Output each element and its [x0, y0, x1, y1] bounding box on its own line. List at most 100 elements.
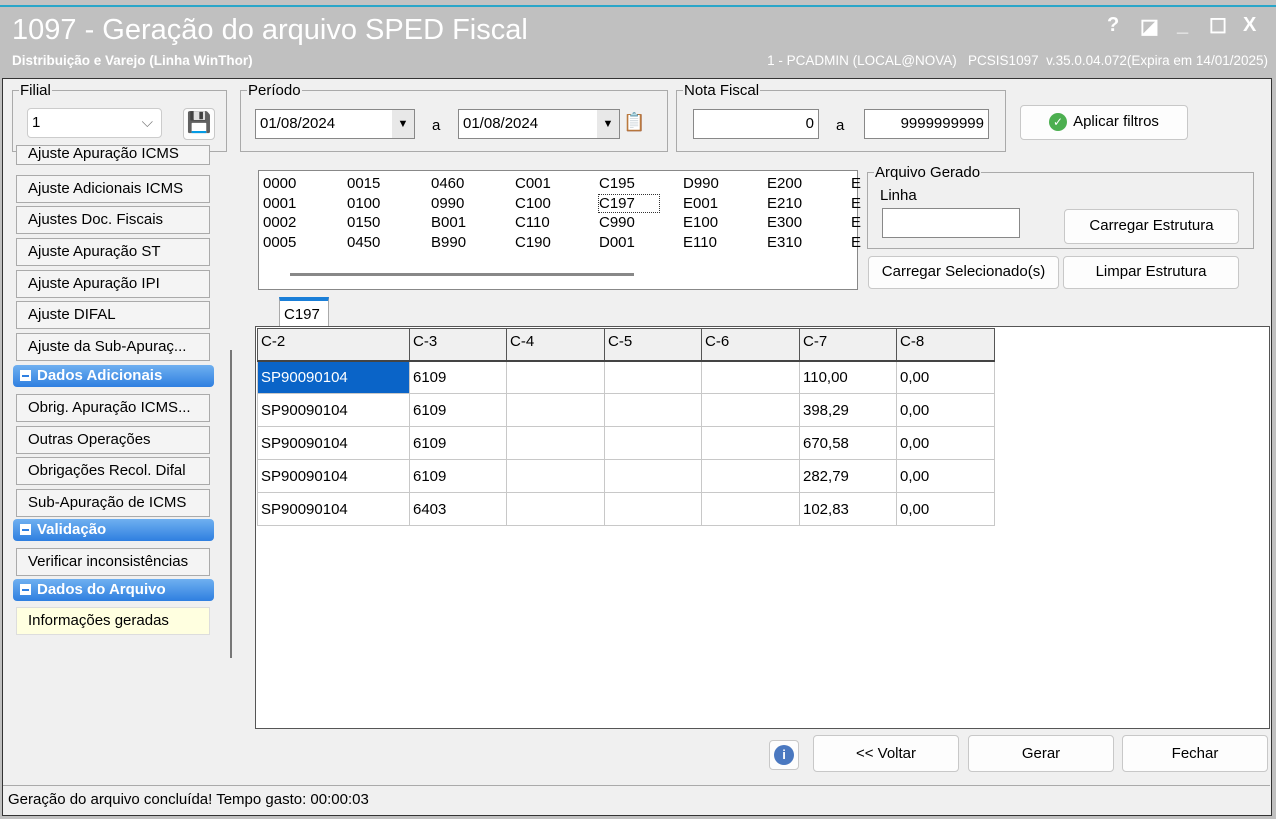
registro-item[interactable]: E	[851, 194, 862, 212]
registro-item[interactable]: 0450	[347, 233, 381, 251]
column-header[interactable]: C-5	[604, 328, 702, 362]
collapse-icon[interactable]	[20, 524, 31, 535]
table-cell[interactable]: 102,83	[799, 492, 897, 526]
table-row[interactable]: SP90090104 6109 398,29 0,00	[257, 393, 995, 427]
table-row[interactable]: SP90090104 6109 110,00 0,00	[257, 360, 995, 394]
table-cell[interactable]: SP90090104	[257, 426, 410, 460]
info-icon[interactable]: i	[769, 740, 799, 770]
table-row[interactable]: SP90090104 6403 102,83 0,00	[257, 492, 995, 526]
sidebar-item[interactable]: Outras Operações	[16, 425, 210, 454]
column-header[interactable]: C-3	[409, 328, 507, 362]
carregar-selecionados-button[interactable]: Carregar Selecionado(s)	[868, 256, 1059, 289]
collapse-icon[interactable]	[20, 584, 31, 595]
table-cell[interactable]: 670,58	[799, 426, 897, 460]
registro-item[interactable]: C195	[599, 175, 635, 192]
column-header[interactable]: C-4	[506, 328, 605, 362]
table-cell[interactable]: 398,29	[799, 393, 897, 427]
sidebar-item[interactable]: Verificar inconsistências	[16, 548, 210, 576]
registro-item[interactable]: 0460	[431, 175, 465, 192]
registro-item[interactable]: E310	[767, 233, 803, 251]
table-cell[interactable]	[604, 426, 702, 460]
registro-item[interactable]: E	[851, 233, 862, 251]
registro-item[interactable]: 0150	[347, 214, 381, 231]
table-cell[interactable]: 0,00	[896, 459, 995, 493]
calendar-icon[interactable]: 📋	[623, 112, 646, 132]
column-header[interactable]: C-6	[701, 328, 800, 362]
registro-item[interactable]: 0005	[263, 233, 297, 251]
sidebar-scrollbar[interactable]	[230, 350, 232, 658]
table-cell[interactable]	[604, 492, 702, 526]
table-cell[interactable]	[604, 459, 702, 493]
sidebar-item[interactable]: Ajuste da Sub-Apuraç...	[16, 333, 210, 361]
carregar-estrutura-button[interactable]: Carregar Estrutura	[1064, 209, 1239, 244]
help-button[interactable]: ?	[1107, 14, 1120, 36]
table-cell[interactable]: 0,00	[896, 360, 995, 394]
restore-button[interactable]: ◪	[1140, 16, 1159, 38]
group-validacao[interactable]: Validação	[13, 519, 214, 541]
nota-from-input[interactable]: 0	[693, 109, 819, 139]
table-cell[interactable]: SP90090104	[257, 459, 410, 493]
registro-item[interactable]: C110	[515, 214, 550, 231]
horizontal-scrollbar[interactable]	[290, 273, 634, 276]
table-cell[interactable]	[701, 360, 800, 394]
registro-item[interactable]: E210	[767, 194, 803, 212]
registro-item[interactable]: E100	[683, 214, 719, 231]
table-cell[interactable]: 282,79	[799, 459, 897, 493]
column-header[interactable]: C-8	[896, 328, 995, 362]
table-cell[interactable]	[604, 393, 702, 427]
table-cell[interactable]: 6109	[409, 393, 507, 427]
apply-filters-button[interactable]: ✓ Aplicar filtros	[1020, 105, 1188, 140]
registro-item[interactable]: E	[851, 214, 862, 231]
dropdown-arrow-icon[interactable]: ▼	[597, 110, 619, 138]
registro-item[interactable]: D001	[599, 233, 635, 251]
column-header[interactable]: C-7	[799, 328, 897, 362]
registro-item[interactable]: B001	[431, 214, 467, 231]
sidebar-item[interactable]: Ajuste DIFAL	[16, 301, 210, 329]
sidebar-item[interactable]: Ajuste Apuração ST	[16, 238, 210, 266]
registro-item[interactable]: C990	[599, 214, 635, 231]
sidebar-item[interactable]: Ajuste Apuração IPI	[16, 270, 210, 298]
registro-item[interactable]: E300	[767, 214, 803, 231]
table-cell[interactable]	[506, 393, 605, 427]
minimize-button[interactable]: _	[1177, 14, 1189, 36]
table-cell[interactable]: SP90090104	[257, 360, 410, 394]
close-button[interactable]: X	[1243, 14, 1257, 36]
table-cell[interactable]: 6109	[409, 459, 507, 493]
maximize-button[interactable]: ☐	[1209, 16, 1227, 38]
tab-c197[interactable]: C197	[279, 297, 329, 327]
sidebar-item-selected[interactable]: Informações geradas	[16, 607, 210, 635]
sidebar-item[interactable]: Obrigações Recol. Difal	[16, 457, 210, 485]
nota-to-input[interactable]: 9999999999	[864, 109, 989, 139]
group-dados-arquivo[interactable]: Dados do Arquivo	[13, 579, 214, 601]
column-header[interactable]: C-2	[257, 328, 410, 362]
group-dados-adicionais[interactable]: Dados Adicionais	[13, 365, 214, 387]
registro-item[interactable]: C001	[515, 175, 551, 192]
table-cell[interactable]: SP90090104	[257, 492, 410, 526]
registro-item[interactable]: C100	[515, 194, 551, 212]
registro-item[interactable]: 0001	[263, 194, 297, 212]
table-cell[interactable]: 0,00	[896, 492, 995, 526]
table-cell[interactable]: 0,00	[896, 393, 995, 427]
registro-item[interactable]: E200	[767, 175, 803, 192]
sidebar-item[interactable]: Obrig. Apuração ICMS...	[16, 394, 210, 422]
gerar-button[interactable]: Gerar	[968, 735, 1114, 772]
registro-item[interactable]: E001	[683, 194, 719, 212]
registro-item[interactable]: 0990	[431, 194, 465, 212]
registro-item[interactable]: 0015	[347, 175, 381, 192]
table-cell[interactable]: SP90090104	[257, 393, 410, 427]
table-cell[interactable]	[701, 492, 800, 526]
date-from-input[interactable]: 01/08/2024 ▼	[255, 109, 415, 139]
filial-select[interactable]: 1 ⌵	[27, 108, 162, 138]
date-to-input[interactable]: 01/08/2024 ▼	[458, 109, 620, 139]
table-cell[interactable]	[506, 426, 605, 460]
registro-item[interactable]: C197	[598, 193, 660, 213]
dropdown-arrow-icon[interactable]: ▼	[392, 110, 414, 138]
registro-item[interactable]: C190	[515, 233, 551, 251]
registro-item[interactable]: 0000	[263, 175, 297, 192]
voltar-button[interactable]: << Voltar	[813, 735, 959, 772]
sidebar-item[interactable]: Sub-Apuração de ICMS	[16, 488, 210, 517]
table-cell[interactable]	[701, 426, 800, 460]
linha-input[interactable]	[882, 208, 1020, 238]
table-cell[interactable]: 110,00	[799, 360, 897, 394]
table-cell[interactable]: 0,00	[896, 426, 995, 460]
